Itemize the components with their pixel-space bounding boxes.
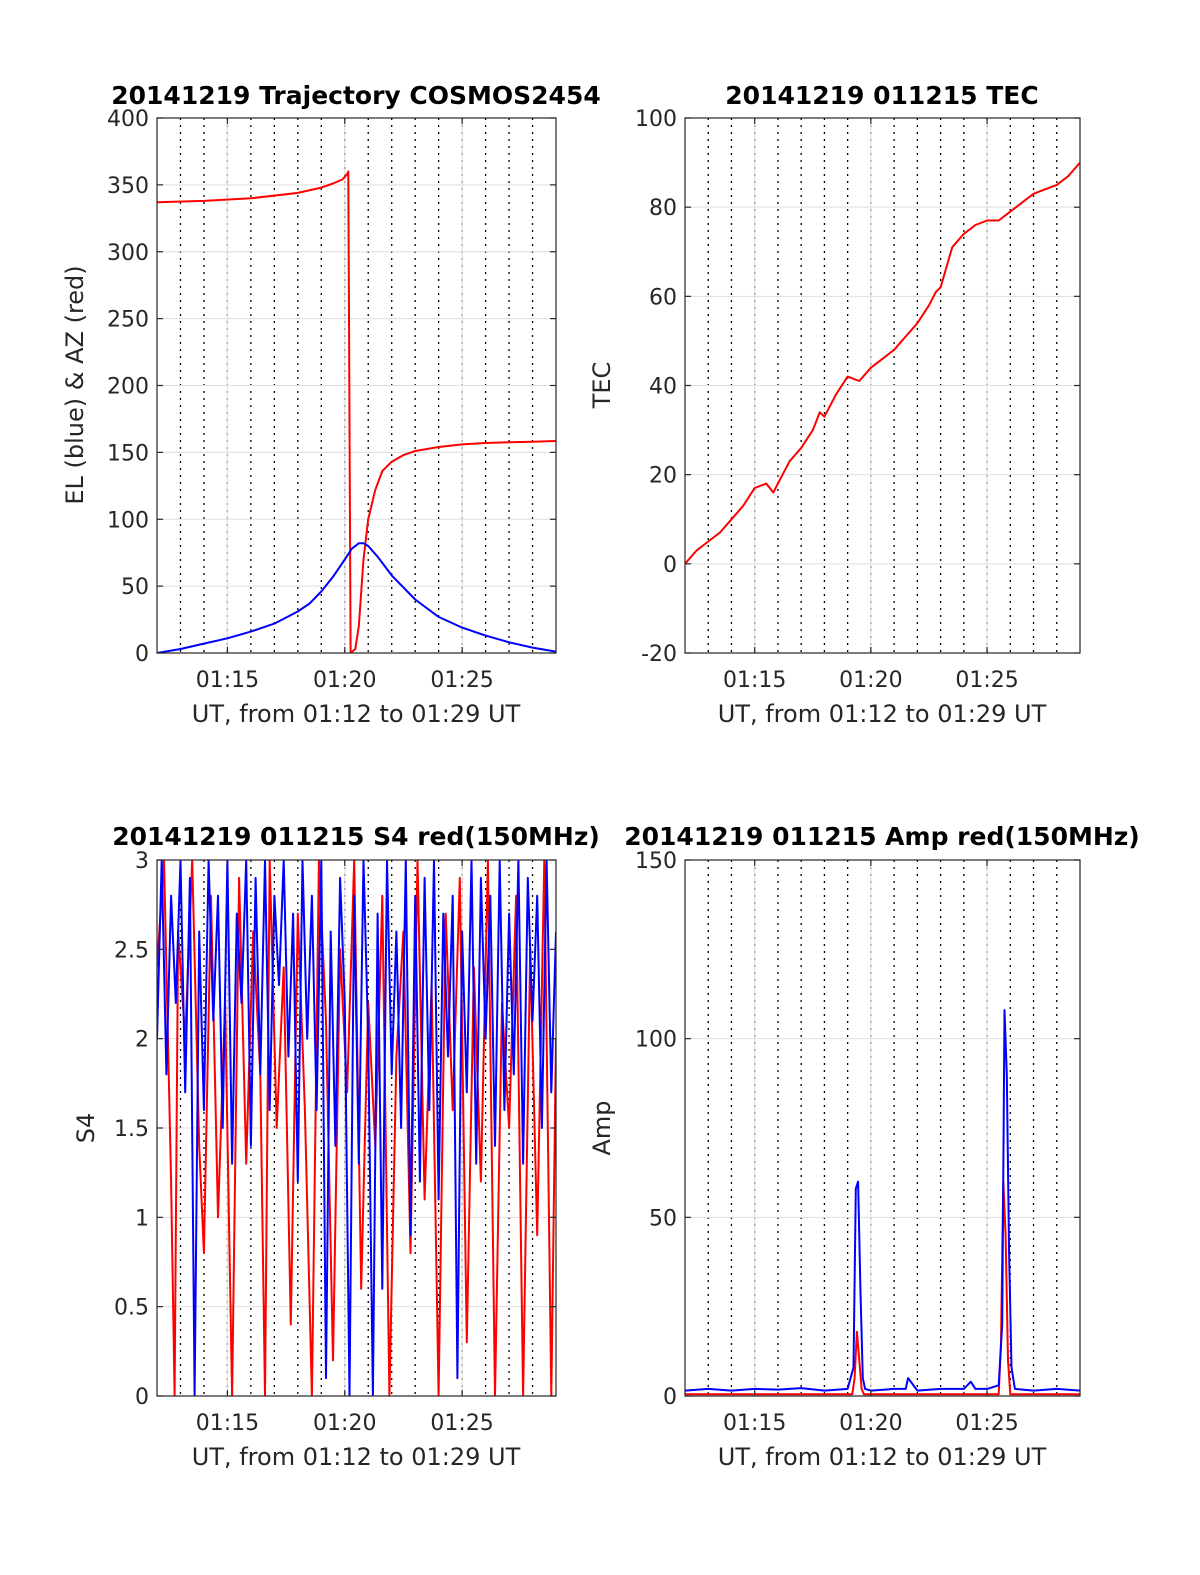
y-axis-label: S4 [72,1113,100,1144]
x-axis-label: UT, from 01:12 to 01:29 UT [718,700,1047,728]
x-tick-label: 01:25 [955,668,1018,693]
chart-title: 20141219 011215 Amp red(150MHz) [624,822,1140,851]
chart-title: 20141219 011215 S4 red(150MHz) [112,822,600,851]
x-axis-label: UT, from 01:12 to 01:29 UT [192,1443,521,1471]
x-tick-label: 01:25 [430,1411,493,1436]
y-tick-label: 400 [107,107,149,132]
x-tick-label: 01:20 [839,668,902,693]
tec-panel: -20 0 20 40 60 80 100 01:15 01:20 01:25 20141219 0… [588,81,1081,728]
y-tick-label: 0 [135,1385,149,1410]
series-line-2 [685,1009,1080,1392]
series-line-2 [157,542,556,653]
y-tick-label: 150 [635,849,677,874]
y-tick-label: 60 [649,285,677,310]
x-axis-label: UT, from 01:12 to 01:29 UT [718,1443,1047,1471]
x-tick-label: 01:15 [196,1411,259,1436]
series-group [685,161,1080,565]
x-tick-label: 01:15 [196,668,259,693]
x-axis-label: UT, from 01:12 to 01:29 UT [192,700,521,728]
chart-title: 20141219 011215 TEC [725,81,1038,110]
plot-area: 0 50 100 150 200 250 300 350 400 01:15 01:20 01:25 [107,107,557,693]
y-tick-label: 50 [649,1206,677,1231]
y-tick-label: 1.5 [114,1117,149,1142]
y-tick-label: 0.5 [114,1296,149,1321]
plot-area: 0 0.5 1 1.5 2 2.5 3 01:15 01:20 01:25 [114,849,557,1436]
y-tick-label: 20 [649,464,677,489]
y-axis-label: EL (blue) & AZ (red) [61,265,89,504]
y-tick-label: 150 [107,441,149,466]
y-axis-label: Amp [588,1100,616,1155]
x-tick-label: 01:25 [430,668,493,693]
y-tick-label: 300 [107,241,149,266]
x-tick-label: 01:20 [313,668,376,693]
x-tick-label: 01:20 [839,1411,902,1436]
s4-panel: 0 0.5 1 1.5 2 2.5 3 01:15 01:20 01:25 20141219 011… [72,822,600,1471]
series-line-1 [685,161,1080,565]
y-tick-label: 250 [107,308,149,333]
y-tick-label: 0 [663,553,677,578]
y-tick-label: 2 [135,1028,149,1053]
y-tick-label: 1 [135,1206,149,1231]
plot-area: 0 50 100 150 01:15 01:20 01:25 [635,849,1081,1436]
y-tick-label: 3 [135,849,149,874]
y-tick-label: 100 [635,107,677,132]
axes-frame [684,859,1081,1397]
x-tick-label: 01:15 [723,668,786,693]
series-line-1 [157,170,556,653]
y-tick-label: 0 [663,1385,677,1410]
y-tick-label: 100 [107,508,149,533]
x-tick-label: 01:25 [955,1411,1018,1436]
y-tick-label: 50 [121,575,149,600]
y-tick-label: 350 [107,174,149,199]
y-tick-label: 40 [649,375,677,400]
x-tick-label: 01:20 [313,1411,376,1436]
y-axis-label: TEC [588,362,616,410]
series-line-2 [157,860,556,1396]
x-tick-label: 01:15 [723,1411,786,1436]
y-tick-label: 80 [649,196,677,221]
y-tick-label: 100 [635,1028,677,1053]
y-tick-label: 0 [135,642,149,667]
chart-title: 20141219 Trajectory COSMOS2454 [111,81,601,110]
plot-area: -20 0 20 40 60 80 100 01:15 01:20 01:25 [635,107,1081,693]
y-tick-label: -20 [641,642,677,667]
trajectory-panel: 0 50 100 150 200 250 300 350 400 01:15 01:20 01:25 2… [61,81,601,728]
amp-panel: 0 50 100 150 01:15 01:20 01:25 20141219 011215 … [588,822,1140,1471]
series-group [157,860,556,1396]
series-group [157,170,556,653]
y-tick-label: 2.5 [114,938,149,963]
plot-background [685,860,1080,1396]
y-tick-label: 200 [107,375,149,400]
